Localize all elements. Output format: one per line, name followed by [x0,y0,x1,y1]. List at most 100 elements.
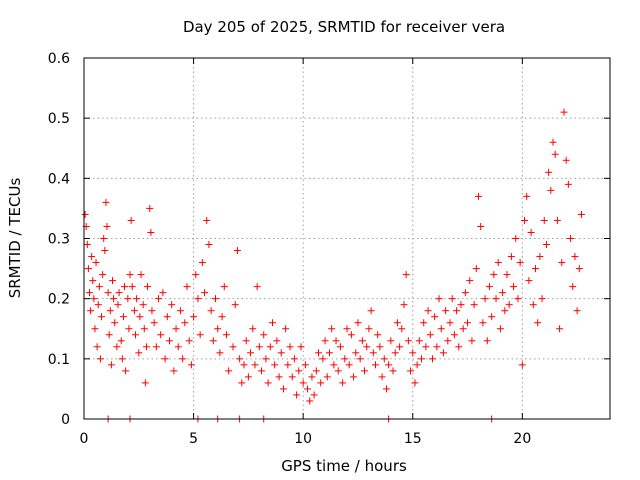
data-point [398,325,406,333]
data-point [312,367,320,375]
data-point [413,361,421,369]
data-point [127,216,135,224]
data-point [385,361,393,369]
data-point [136,313,144,321]
data-point [415,337,423,345]
data-point [560,108,568,116]
data-point [105,331,113,339]
data-point [564,180,572,188]
data-point [496,325,504,333]
data-point [446,319,454,327]
data-point [106,307,114,315]
data-point [534,319,542,327]
data-point [148,307,156,315]
data-point [244,373,252,381]
data-point [510,283,518,291]
data-point [382,385,390,393]
data-point [310,391,318,399]
data-point [378,373,386,381]
data-point [387,337,395,345]
y-tick-label: 0.3 [48,232,70,248]
data-point [98,313,106,321]
data-point [190,313,198,321]
data-point [479,319,487,327]
data-point [345,361,353,369]
data-point [297,343,305,351]
data-point [442,307,450,315]
data-point [233,247,241,255]
data-point [481,295,489,303]
data-point [102,198,110,206]
data-point [420,319,428,327]
data-point [119,313,127,321]
data-point [125,325,133,333]
data-point [132,331,140,339]
data-point [321,337,329,345]
data-point [277,349,285,357]
data-point [163,313,171,321]
data-point [567,235,575,242]
data-point [343,325,351,333]
data-point [393,319,401,327]
data-point [198,259,206,267]
data-point [516,259,524,267]
data-point [94,301,102,309]
data-point [575,265,583,273]
data-point [107,361,115,369]
data-point [183,283,191,291]
data-point [140,325,148,333]
data-point [494,259,502,267]
data-point [369,349,377,357]
data-point [275,373,283,381]
data-point [135,349,143,357]
data-point [325,349,333,357]
data-point [179,355,187,363]
data-point [216,349,224,357]
data-point [260,331,268,339]
data-point [150,319,158,327]
data-point [222,331,230,339]
data-point [323,373,331,381]
data-point [137,271,145,279]
data-point [350,373,358,381]
data-point [553,216,561,224]
data-point [402,271,410,279]
data-point [251,361,259,369]
data-point [334,367,342,375]
data-point [253,283,261,291]
grid-lines [84,58,610,419]
data-point [279,385,287,393]
data-point [477,222,485,230]
data-point [249,325,257,333]
data-point [165,337,173,345]
data-point [187,361,195,369]
data-point [347,331,355,339]
data-point [428,355,436,363]
data-point [499,289,507,297]
data-point [444,337,452,345]
data-point [238,379,246,387]
x-axis-label: GPS time / hours [281,457,407,475]
data-point [503,271,511,279]
data-point [205,241,213,249]
data-point [152,343,160,351]
data-point [549,138,557,146]
data-point [308,373,316,381]
data-point [139,301,147,309]
data-point [255,343,263,351]
data-point [483,337,491,345]
data-point [536,253,544,261]
data-point [376,343,384,351]
data-point [389,367,397,375]
data-point [115,289,123,297]
data-point [220,283,228,291]
data-point [492,295,500,303]
data-point [83,241,91,249]
data-point [505,301,513,309]
data-point [512,235,520,242]
data-point [490,271,498,279]
data-point [468,337,476,345]
data-point [437,325,445,333]
y-axis-label: SRMTID / TECUs [6,178,24,299]
data-point [185,337,193,345]
